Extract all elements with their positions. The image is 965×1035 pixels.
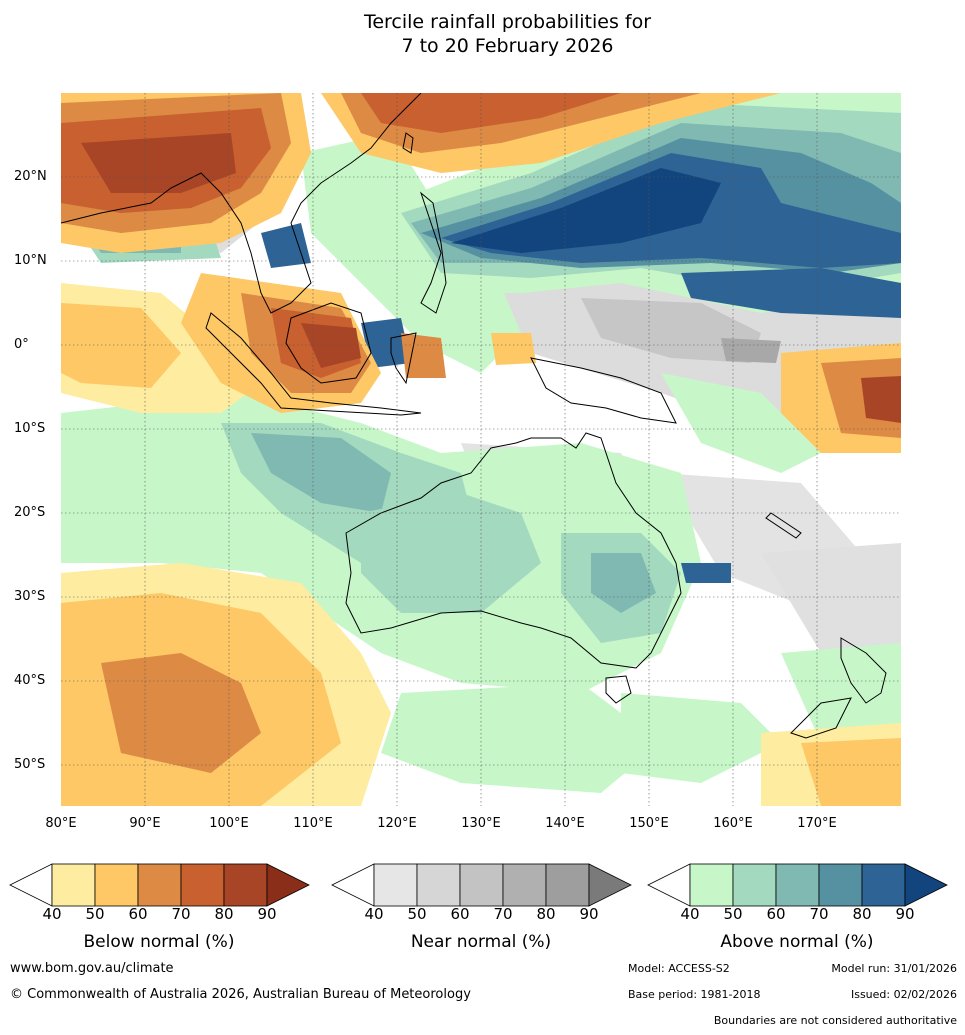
model-run: Model run: 31/01/2026: [831, 962, 957, 975]
near-tick-60: 60: [450, 905, 470, 923]
above-tick-50: 50: [723, 905, 743, 923]
near-normal-colorbar: [331, 863, 632, 907]
near-tick-40: 40: [364, 905, 384, 923]
near-colorbar-segment: [416, 863, 461, 907]
lon-label-150e: 150°E: [629, 816, 669, 831]
lon-label-130e: 130°E: [461, 816, 501, 831]
above-tick-90: 90: [895, 905, 915, 923]
near-colorbar-low-extension: [331, 863, 375, 907]
below-normal-colorbar: [9, 863, 310, 907]
above-normal-colorbar: [647, 863, 948, 907]
taiwan-coastline: [402, 132, 414, 154]
above-tick-70: 70: [809, 905, 829, 923]
below-tick-70: 70: [171, 905, 191, 923]
lat-label-10n: 10°N: [14, 253, 47, 268]
above-colorbar-segment: [732, 863, 777, 907]
lon-label-140e: 140°E: [545, 816, 585, 831]
australia-coastline: [345, 432, 682, 669]
below-colorbar-segment: [180, 863, 225, 907]
near-colorbar-high-extension: [588, 863, 632, 907]
title-line-1: Tercile rainfall probabilities for: [363, 11, 652, 33]
below-tick-50: 50: [85, 905, 105, 923]
above-colorbar-segment: [689, 863, 734, 907]
graticule: [61, 93, 901, 806]
sumatra-java-coastline: [205, 312, 422, 416]
near-tick-90: 90: [579, 905, 599, 923]
tasmania-coastline: [605, 675, 632, 704]
sulawesi-coastline: [390, 332, 417, 385]
below-colorbar-segment: [137, 863, 182, 907]
below-colorbar-low-extension: [9, 863, 53, 907]
below-colorbar-segment: [51, 863, 96, 907]
copyright: © Commonwealth of Australia 2026, Austra…: [10, 987, 471, 1002]
above-tick-80: 80: [852, 905, 872, 923]
title-line-2: 7 to 20 February 2026: [401, 35, 614, 57]
near-colorbar-segment: [373, 863, 418, 907]
boundaries-disclaimer: Boundaries are not considered authoritat…: [713, 1014, 957, 1027]
lon-label-160e: 160°E: [713, 816, 753, 831]
above-colorbar-segment: [775, 863, 820, 907]
base-period: Base period: 1981-2018: [628, 988, 761, 1001]
issued-date: Issued: 02/02/2026: [850, 988, 957, 1001]
above-normal-label: Above normal (%): [720, 932, 874, 952]
lat-label-50s: 50°S: [14, 757, 46, 772]
coastlines: [61, 93, 887, 739]
borneo-coastline: [285, 302, 372, 384]
lat-label-20s: 20°S: [14, 505, 46, 520]
lat-label-10s: 10°S: [14, 421, 46, 436]
above-tick-60: 60: [766, 905, 786, 923]
near-tick-80: 80: [536, 905, 556, 923]
near-colorbar-segment: [459, 863, 504, 907]
lon-label-110e: 110°E: [293, 816, 333, 831]
below-colorbar-high-extension: [266, 863, 310, 907]
lon-label-120e: 120°E: [377, 816, 417, 831]
near-colorbar-segment: [545, 863, 590, 907]
model-name: Model: ACCESS-S2: [628, 962, 730, 975]
asia-coastline: [61, 93, 422, 314]
above-colorbar-segment: [861, 863, 906, 907]
new-zealand-coastline: [790, 637, 887, 739]
lat-label-30s: 30°S: [14, 589, 46, 604]
below-tick-80: 80: [214, 905, 234, 923]
lon-label-80e: 80°E: [45, 816, 77, 831]
near-normal-label: Near normal (%): [410, 932, 552, 952]
below-normal-areas: [61, 93, 901, 806]
philippines-coastline: [419, 191, 447, 314]
map-title: Tercile rainfall probabilities for 7 to …: [0, 10, 965, 58]
lon-label-90e: 90°E: [129, 816, 161, 831]
near-colorbar-segment: [502, 863, 547, 907]
below-normal-label: Below normal (%): [83, 932, 235, 952]
near-tick-50: 50: [407, 905, 427, 923]
lat-label-40s: 40°S: [14, 673, 46, 688]
lat-label-20n: 20°N: [14, 169, 47, 184]
lon-label-170e: 170°E: [797, 816, 837, 831]
below-tick-60: 60: [128, 905, 148, 923]
lon-label-100e: 100°E: [209, 816, 249, 831]
below-colorbar-segment: [94, 863, 139, 907]
above-colorbar-low-extension: [647, 863, 691, 907]
new-guinea-coastline: [530, 357, 677, 424]
below-colorbar-segment: [223, 863, 268, 907]
below-tick-90: 90: [257, 905, 277, 923]
above-tick-40: 40: [680, 905, 700, 923]
above-normal-areas: [61, 93, 901, 793]
new-caledonia-coastline: [765, 512, 802, 539]
lat-label-0: 0°: [14, 337, 29, 352]
near-tick-70: 70: [493, 905, 513, 923]
below-tick-40: 40: [42, 905, 62, 923]
above-colorbar-high-extension: [904, 863, 948, 907]
probability-map: [61, 93, 901, 806]
above-colorbar-segment: [818, 863, 863, 907]
bom-url: www.bom.gov.au/climate: [10, 961, 174, 976]
